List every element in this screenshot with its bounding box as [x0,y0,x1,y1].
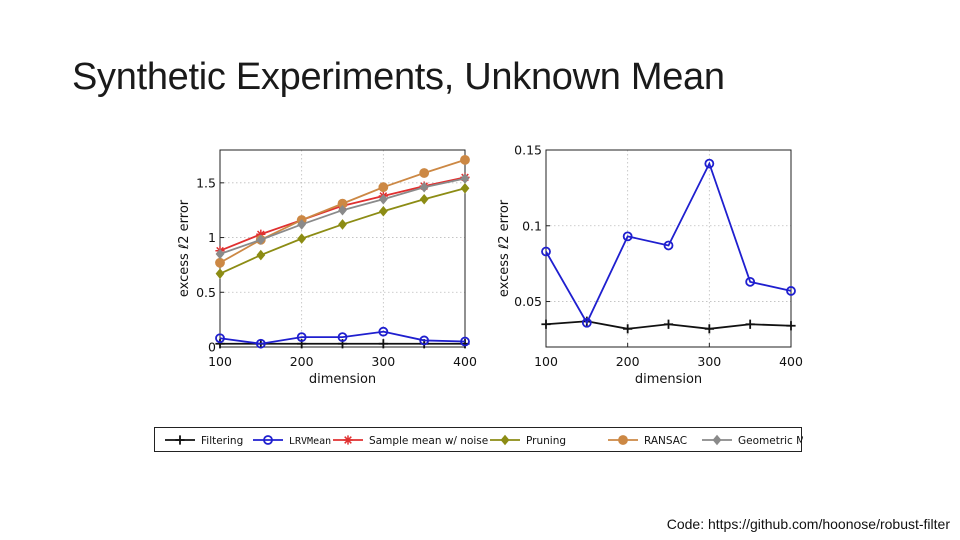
data-point [541,246,551,257]
legend-item-pruning: Pruning [490,434,566,447]
data-point [378,182,389,193]
data-point [786,321,796,331]
data-point [215,248,225,260]
y-axis-label: excess ℓ2 error [497,199,512,297]
legend-marker [618,435,628,445]
data-point [378,326,389,337]
plot-frame [545,149,792,348]
legend-marker [175,435,185,445]
data-point [786,286,796,296]
x-tick-label: 300 [697,354,721,369]
x-tick-label: 400 [779,354,803,369]
x-axis-label: dimension [635,372,702,387]
data-point [460,173,470,184]
y-tick-label: 1 [208,230,216,245]
data-point [460,336,470,347]
legend-label: Geometric Median [738,435,803,447]
data-point [215,333,225,344]
series-filtering [541,316,796,334]
data-point [378,339,388,349]
legend-marker [263,435,273,445]
data-point [256,234,266,246]
legend-marker [712,434,722,446]
series-pruning [215,183,470,279]
data-point [255,338,266,349]
data-point [419,193,429,205]
data-point [622,231,633,242]
data-point [256,229,266,239]
data-point [419,168,430,178]
legend-marker [500,434,510,446]
data-point [337,332,348,343]
data-point [297,233,307,244]
series-lrvmean [541,158,796,328]
x-axis-label: dimension [309,372,376,387]
series-geometric-median [215,173,470,260]
x-tick-label: 200 [616,354,640,369]
data-point [256,249,266,261]
data-point [460,183,470,194]
legend-label: Filtering [201,435,243,447]
data-point [378,193,388,205]
x-tick-label: 300 [371,354,395,369]
data-point [215,268,225,279]
data-point [704,158,715,169]
data-point [419,335,430,346]
data-point [663,319,674,329]
data-point [663,240,674,251]
legend-item-filtering: Filtering [165,435,243,447]
data-point [297,219,307,230]
data-point [460,154,470,165]
legend-item-ransac: RANSAC [608,435,687,447]
chart-legend: Filtering LRVMean Sample mean w/ noise Prun… [154,427,803,452]
legend-marker [343,435,353,445]
data-point [338,219,347,230]
data-point [215,339,225,349]
series-line [545,161,792,325]
legend-label: LRVMean [289,436,331,447]
x-tick-label: 100 [208,354,232,369]
y-axis-label: excess ℓ2 error [177,199,192,297]
code-link-note: Code: https://github.com/hoonose/robust-… [666,516,950,532]
series-line [219,330,466,345]
slide-title: Synthetic Experiments, Unknown Mean [72,56,725,98]
data-point [419,181,429,193]
legend-label: RANSAC [644,435,687,447]
series-lrvmean [215,326,470,349]
y-tick-label: 0.5 [196,285,216,300]
data-point [296,332,307,343]
data-point [338,204,347,216]
legend-item-geometric-median: Geometric Median [702,434,803,447]
y-tick-label: 0.1 [522,218,542,233]
y-tick-label: 0.15 [514,143,542,158]
data-point [704,324,714,334]
data-point [623,324,633,334]
x-tick-label: 100 [534,354,558,369]
data-point [581,317,592,328]
y-tick-label: 0.05 [514,294,542,309]
x-tick-label: 200 [290,354,314,369]
legend-label: Sample mean w/ noise [369,435,488,447]
data-point [745,276,756,287]
x-tick-label: 400 [453,354,477,369]
legend-label: Pruning [526,435,566,447]
legend-item-sample-mean-w-noise: Sample mean w/ noise [333,435,488,447]
data-point [745,319,755,329]
data-point [541,319,551,329]
data-point [378,206,388,217]
legend-item-lrvmean: LRVMean [253,435,331,447]
y-tick-label: 0 [208,340,216,355]
y-tick-label: 1.5 [196,175,216,190]
